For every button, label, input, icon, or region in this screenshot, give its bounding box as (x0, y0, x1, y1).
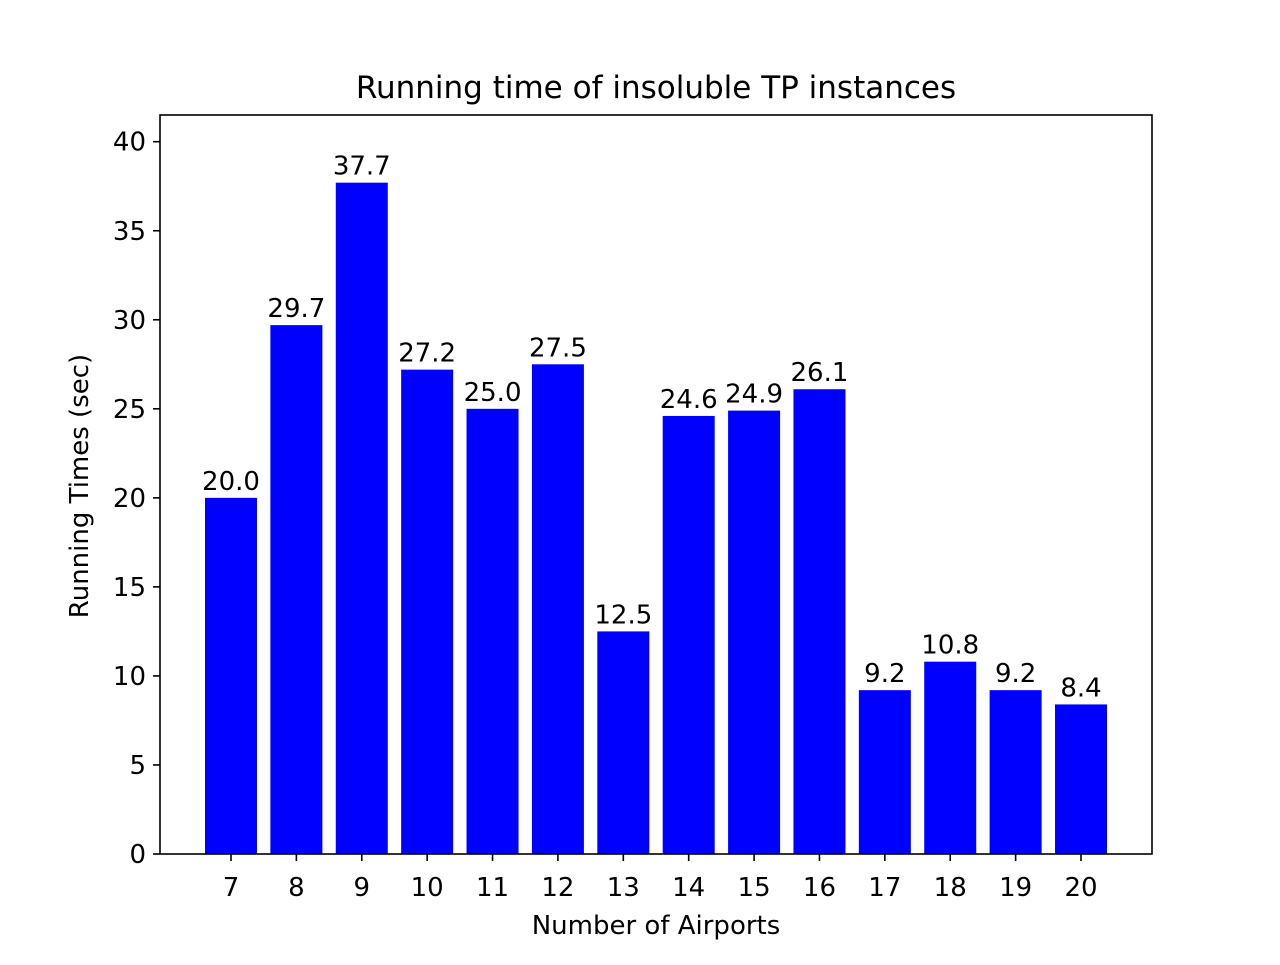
bar-18 (924, 661, 977, 854)
bar-15 (728, 410, 781, 854)
data-label-20: 8.4 (1060, 673, 1101, 703)
chart-title: Running time of insoluble TP instances (356, 70, 956, 106)
bar-10 (401, 369, 454, 854)
y-tick-label-25: 25 (113, 395, 146, 425)
x-tick-label-11: 11 (476, 873, 509, 903)
x-tick-label-7: 7 (223, 873, 240, 903)
y-tick-label-40: 40 (113, 128, 146, 158)
data-label-18: 10.8 (921, 631, 979, 661)
bar-17 (858, 690, 911, 854)
data-label-10: 27.2 (398, 339, 456, 369)
x-tick-label-15: 15 (738, 873, 771, 903)
bar-8 (270, 325, 323, 854)
data-label-7: 20.0 (202, 467, 260, 497)
data-label-12: 27.5 (529, 333, 587, 363)
x-tick-label-17: 17 (868, 873, 901, 903)
x-tick-label-8: 8 (288, 873, 305, 903)
y-tick-label-15: 15 (113, 573, 146, 603)
bar-14 (662, 415, 715, 854)
x-tick-label-16: 16 (803, 873, 836, 903)
data-label-15: 24.9 (725, 380, 783, 410)
bar-12 (531, 364, 584, 854)
bar-9 (335, 182, 388, 855)
data-label-8: 29.7 (267, 294, 325, 324)
y-tick-label-10: 10 (113, 662, 146, 692)
bar-20 (1055, 704, 1107, 854)
y-tick-label-35: 35 (113, 217, 146, 247)
data-label-16: 26.1 (791, 358, 849, 388)
y-tick-label-20: 20 (113, 484, 146, 514)
x-axis-label: Number of Airports (532, 911, 781, 941)
x-tick-label-20: 20 (1064, 873, 1097, 903)
y-tick-label-0: 0 (129, 840, 146, 870)
x-tick-label-13: 13 (607, 873, 640, 903)
bar-16 (793, 389, 846, 854)
x-axis-ticks: 7 8 9 10 11 12 13 14 15 16 17 18 19 20 (223, 854, 1098, 903)
x-tick-label-14: 14 (672, 873, 705, 903)
data-label-19: 9.2 (995, 659, 1036, 689)
data-label-11: 25.0 (464, 378, 522, 408)
data-label-9: 37.7 (333, 152, 391, 182)
x-tick-label-19: 19 (999, 873, 1032, 903)
y-tick-label-30: 30 (113, 306, 146, 336)
plot-area-frame (159, 114, 1153, 855)
bar-11 (466, 408, 519, 854)
y-tick-label-5: 5 (129, 751, 146, 781)
data-label-14: 24.6 (660, 385, 718, 415)
bar-7 (205, 497, 257, 854)
x-tick-label-12: 12 (541, 873, 574, 903)
bar-13 (597, 631, 650, 854)
data-label-17: 9.2 (864, 659, 905, 689)
x-tick-label-9: 9 (353, 873, 370, 903)
y-axis-ticks: 0 5 10 15 20 25 30 35 40 (113, 128, 160, 870)
x-tick-label-18: 18 (934, 873, 967, 903)
data-label-13: 12.5 (594, 600, 652, 630)
bars-group (205, 182, 1107, 855)
data-labels-group: 20.0 29.7 37.7 27.2 25.027.5 12.5 24.6 24.9 26.1… (202, 152, 1102, 704)
y-axis-label: Running Times (sec) (65, 354, 95, 618)
bar-19 (989, 690, 1042, 854)
x-tick-label-10: 10 (411, 873, 444, 903)
